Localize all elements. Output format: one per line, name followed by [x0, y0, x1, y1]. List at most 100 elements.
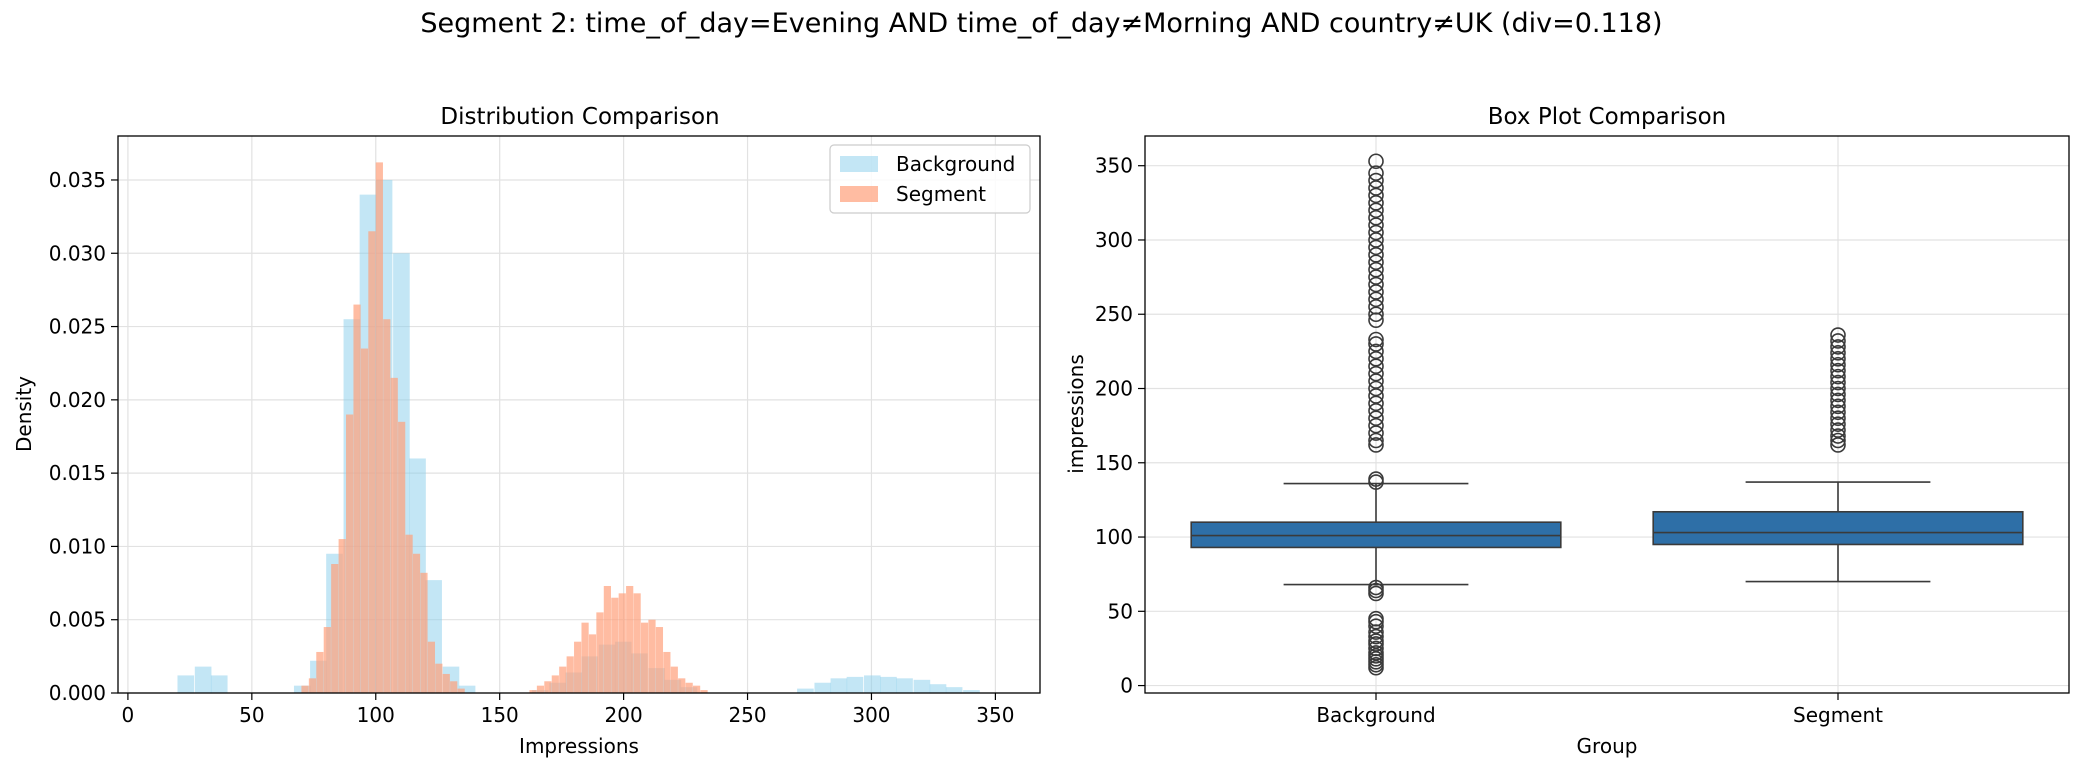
legend-label-background: Background: [896, 152, 1015, 176]
segment-histogram-bar: [435, 663, 443, 693]
outlier-point: [1830, 386, 1846, 403]
histogram-x-tick-label: 200: [605, 703, 643, 727]
outlier-point: [1830, 368, 1846, 385]
outlier-point: [1368, 331, 1384, 348]
histogram-y-ticks: 0.000 0.005 0.010 0.015 0.020 0.025 0.030 0.035: [49, 168, 118, 705]
histogram-title: Distribution Comparison: [440, 104, 719, 130]
segment-histogram-bar: [603, 585, 611, 693]
legend-swatch-segment: [840, 186, 878, 202]
background-histogram-bar: [963, 690, 980, 693]
segment-histogram-bar: [588, 634, 597, 693]
outlier-point: [1368, 395, 1384, 412]
histogram-x-tick-label: 300: [852, 703, 890, 727]
segment-histogram-bar: [338, 539, 346, 693]
segment-histogram-bar: [559, 666, 567, 693]
outlier-point: [1368, 306, 1384, 323]
segment-histogram-bar: [346, 414, 354, 693]
outlier-point: [1368, 217, 1384, 233]
outlier-point: [1830, 345, 1846, 361]
segment-histogram-bar: [648, 619, 656, 693]
histogram-x-tick-label: 150: [481, 703, 519, 727]
interquartile-box: [1652, 510, 2024, 546]
histogram-x-tick-label: 350: [976, 703, 1014, 727]
outlier-point: [1368, 610, 1384, 627]
segment-histogram-bar: [301, 685, 309, 693]
outlier-point: [1368, 299, 1384, 315]
outlier-point: [1830, 362, 1846, 379]
boxplot-x-tick-label: Background: [1316, 703, 1435, 727]
outlier-point: [1368, 254, 1384, 271]
segment-histogram-bar: [633, 593, 641, 693]
boxplot-x-axis-label: Group: [1577, 734, 1638, 758]
histogram-y-tick-label: 0.030: [49, 241, 106, 265]
segment-histogram-bar: [685, 682, 693, 693]
background-histogram-bar: [880, 676, 897, 693]
segment-histogram-bar: [566, 656, 574, 693]
boxplot-x-ticks: Background Segment: [1316, 693, 1883, 727]
outlier-point: [1368, 247, 1384, 263]
segment-histogram-bar: [323, 627, 331, 693]
outlier-point: [1368, 269, 1384, 285]
outlier-point: [1830, 432, 1846, 449]
outlier-point: [1368, 336, 1384, 352]
boxplot-panel: Box Plot Comparison Background Segment 0 5…: [1064, 104, 2070, 758]
legend-label-segment: Segment: [896, 182, 986, 206]
segment-histogram-bar: [368, 231, 376, 694]
outlier-point: [1368, 358, 1384, 375]
outlier-point: [1368, 209, 1384, 226]
outlier-point: [1368, 224, 1384, 241]
segment-histogram-bar: [390, 377, 398, 693]
outlier-point: [1368, 153, 1384, 170]
segment-histogram-bar: [574, 641, 582, 693]
segment-histogram-bar: [398, 421, 406, 693]
boxplot-y-tick-label: 150: [1095, 451, 1133, 475]
outlier-point: [1368, 633, 1384, 649]
segment-histogram-bar: [618, 593, 626, 693]
histogram-y-tick-label: 0.025: [49, 315, 106, 339]
outlier-point: [1368, 618, 1384, 634]
background-histogram-bar: [896, 678, 913, 693]
histogram-x-tick-label: 100: [357, 703, 395, 727]
background-histogram-bar: [830, 678, 848, 693]
outlier-point: [1368, 380, 1384, 397]
outlier-point: [1368, 388, 1384, 404]
outlier-point: [1830, 392, 1846, 409]
background-histogram-bar: [864, 675, 881, 693]
background-histogram-bar: [913, 679, 931, 693]
segment-histogram-bar: [412, 553, 421, 693]
outlier-point: [1830, 333, 1846, 349]
outlier-point: [1368, 232, 1384, 248]
segment-histogram-bar: [427, 641, 435, 693]
boxplot-y-tick-label: 300: [1095, 228, 1133, 252]
outlier-point: [1368, 165, 1384, 181]
boxplot-title: Box Plot Comparison: [1488, 104, 1726, 130]
histogram-x-ticks: 0 50 100 150 200 250 300 350: [122, 693, 1014, 727]
segment-histogram-bar: [383, 319, 391, 693]
outlier-point: [1368, 261, 1384, 278]
outlier-point: [1368, 645, 1384, 661]
boxplot-x-tick-label: Segment: [1793, 703, 1883, 727]
outlier-point: [1368, 350, 1384, 367]
outlier-point: [1830, 398, 1846, 415]
segment-histogram-bar: [450, 681, 458, 693]
segment-histogram-bar: [581, 622, 589, 693]
boxplot-y-tick-label: 100: [1095, 525, 1133, 549]
outlier-point: [1368, 172, 1384, 189]
histogram-x-axis-label: Impressions: [519, 734, 639, 758]
segment-histogram-bar: [457, 688, 465, 693]
outlier-point: [1830, 404, 1846, 421]
histogram-x-tick-label: 50: [239, 703, 264, 727]
outlier-point: [1368, 432, 1384, 449]
background-histogram-bar: [846, 676, 864, 693]
segment-histogram-bar: [331, 564, 339, 693]
background-histogram-bar: [929, 684, 947, 693]
boxplot-y-tick-label: 250: [1095, 302, 1133, 326]
histogram-axes-frame: [117, 135, 1041, 694]
outlier-point: [1368, 410, 1384, 427]
legend-swatch-background: [840, 156, 878, 172]
histogram-y-tick-label: 0.010: [49, 534, 106, 558]
outlier-point: [1368, 239, 1384, 256]
boxplot-y-axis-label: impressions: [1064, 354, 1088, 474]
boxplot-boxes: [1190, 153, 2024, 676]
